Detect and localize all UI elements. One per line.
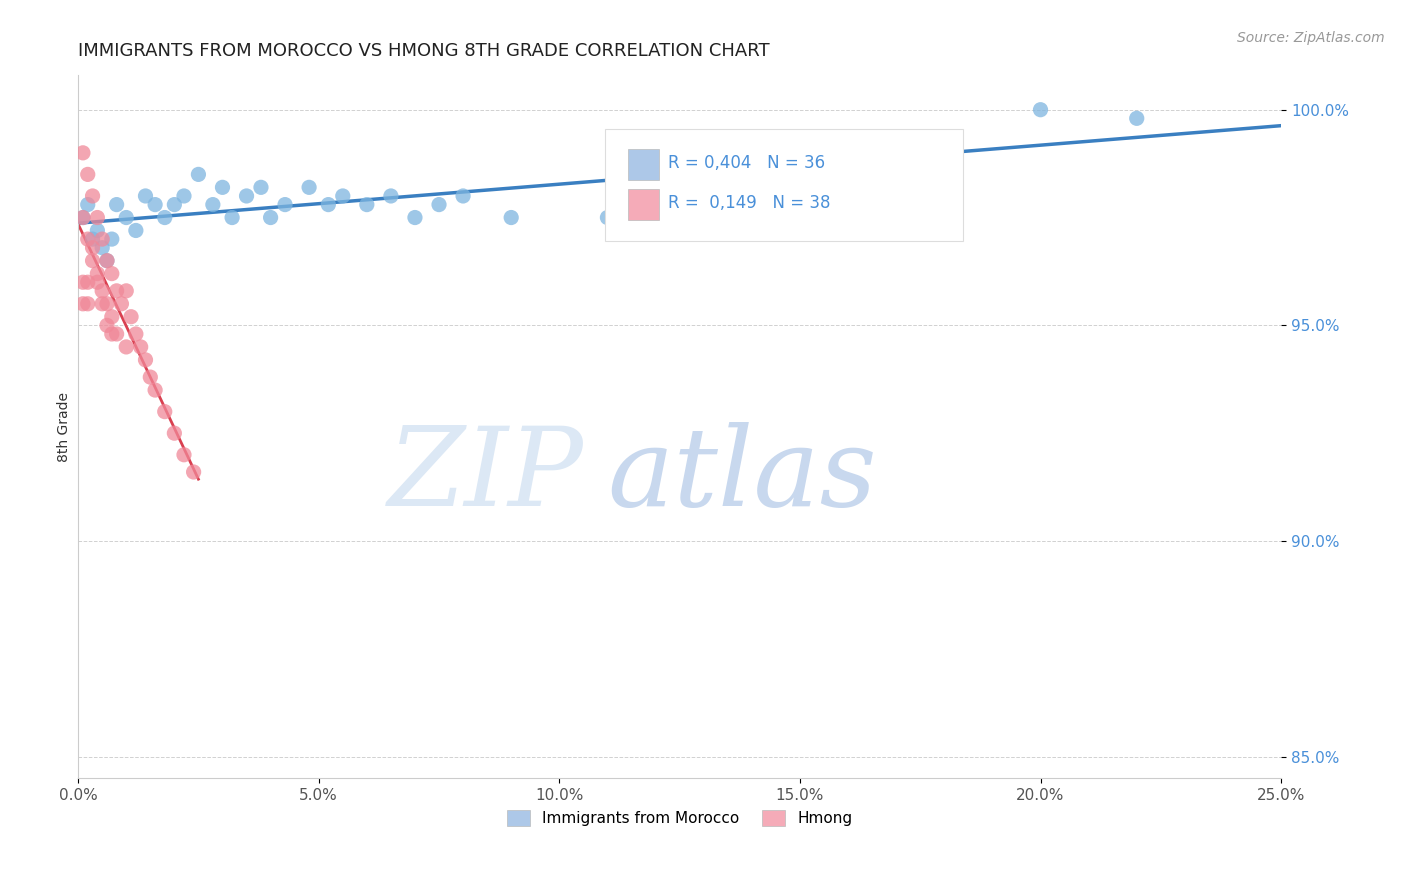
Point (82, 232, 104, 246)
Point (76, 275, 98, 289)
Point (173, 189, 195, 203)
Point (91, 297, 114, 311)
Point (596, 211, 619, 225)
Point (451, 189, 474, 203)
Point (72, 211, 94, 225)
Point (86, 267, 108, 281)
Point (1029, 103, 1052, 117)
Point (72, 275, 94, 289)
Point (91, 241, 114, 255)
Point (404, 211, 426, 225)
Point (211, 180, 233, 194)
Point (76, 168, 98, 182)
Y-axis label: 8th Grade: 8th Grade (58, 392, 72, 462)
Point (187, 168, 209, 182)
Point (201, 197, 224, 211)
Point (72, 145, 94, 160)
Point (101, 310, 124, 324)
Point (72, 211, 94, 225)
Point (120, 310, 142, 324)
Point (125, 326, 148, 341)
Text: ZIP: ZIP (388, 422, 583, 530)
Point (235, 189, 257, 203)
Point (101, 267, 124, 281)
Point (86, 211, 108, 225)
Point (101, 326, 124, 341)
Point (153, 404, 176, 418)
Point (86, 223, 108, 237)
Point (139, 370, 162, 384)
Point (96, 318, 118, 333)
Point (86, 275, 108, 289)
Point (134, 189, 156, 203)
Point (1125, 112, 1147, 126)
Point (110, 297, 132, 311)
Point (72, 297, 94, 311)
Point (125, 223, 148, 237)
Point (318, 197, 340, 211)
Point (101, 232, 124, 246)
Text: IMMIGRANTS FROM MOROCCO VS HMONG 8TH GRADE CORRELATION CHART: IMMIGRANTS FROM MOROCCO VS HMONG 8TH GRA… (79, 42, 769, 60)
Point (96, 253, 118, 268)
Point (76, 297, 98, 311)
Point (129, 340, 152, 354)
Text: R =  0,149   N = 38: R = 0,149 N = 38 (668, 194, 831, 212)
Point (96, 253, 118, 268)
Legend: Immigrants from Morocco, Hmong: Immigrants from Morocco, Hmong (499, 803, 860, 834)
Point (76, 197, 98, 211)
Point (91, 284, 114, 298)
Point (82, 189, 104, 203)
Text: Source: ZipAtlas.com: Source: ZipAtlas.com (1237, 31, 1385, 45)
Point (163, 426, 186, 441)
Point (789, 197, 811, 211)
Point (91, 232, 114, 246)
Point (115, 211, 138, 225)
Point (221, 211, 243, 225)
Point (501, 211, 523, 225)
Point (183, 465, 205, 479)
Text: R = 0,404   N = 36: R = 0,404 N = 36 (668, 154, 825, 172)
Point (274, 197, 297, 211)
Point (298, 180, 321, 194)
Point (143, 383, 166, 397)
Point (82, 253, 104, 268)
Point (134, 352, 156, 367)
Point (163, 197, 186, 211)
Point (143, 197, 166, 211)
Point (82, 241, 104, 255)
Point (96, 297, 118, 311)
Point (105, 284, 128, 298)
Point (250, 180, 273, 194)
Point (173, 448, 195, 462)
Text: atlas: atlas (607, 422, 877, 530)
Point (76, 232, 98, 246)
Point (380, 189, 402, 203)
Point (115, 284, 138, 298)
Point (105, 197, 128, 211)
Point (356, 197, 378, 211)
Point (427, 197, 450, 211)
Point (153, 211, 176, 225)
Point (115, 340, 138, 354)
Point (332, 189, 354, 203)
Point (105, 326, 128, 341)
Point (259, 211, 281, 225)
